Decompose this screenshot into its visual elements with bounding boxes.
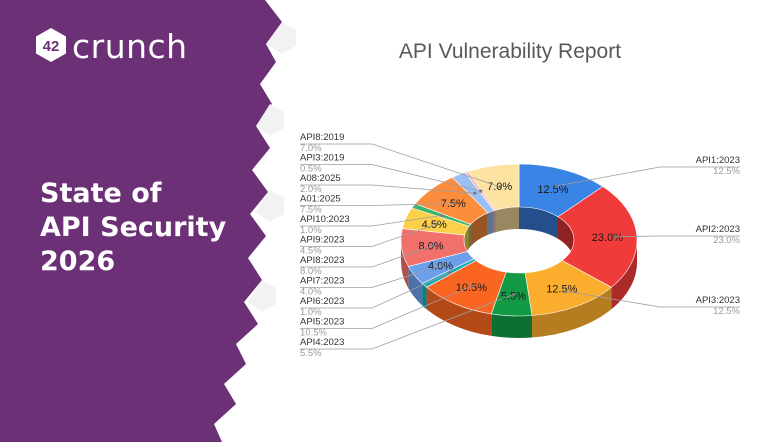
leader-series-label: API6:2023 <box>300 296 344 307</box>
leader-dot <box>479 189 483 193</box>
leader-dot <box>448 270 452 275</box>
leader-series-label: API9:2023 <box>300 235 344 246</box>
slice-inner-API10:2023 <box>469 224 471 249</box>
leader-dot <box>440 213 444 218</box>
leader-dot <box>554 184 558 188</box>
leader-percent-label: 1.0% <box>300 225 322 236</box>
leader-line <box>300 223 437 247</box>
leader-percent-label: 23.0% <box>713 235 740 246</box>
leader-line <box>300 215 442 227</box>
slice-value-label: 5.5% <box>501 290 526 302</box>
purple-hex-panel <box>0 0 282 442</box>
leader-series-label: API8:2023 <box>300 255 344 266</box>
leader-line <box>300 143 501 188</box>
leader-dot <box>470 284 474 288</box>
slice-inner-A01:2025 <box>470 212 488 247</box>
logo-mark: 42 <box>43 38 60 55</box>
leader-line <box>300 245 434 268</box>
leader-dot <box>613 235 618 239</box>
slice-inner-API1:2023 <box>519 207 558 239</box>
slice-value-label: 4.0% <box>428 261 453 273</box>
leader-series-label: API10:2023 <box>300 214 350 225</box>
slice-API2:2023 <box>557 186 638 288</box>
leader-series-label: API4:2023 <box>300 337 344 348</box>
logo-hexagon-icon: 42 <box>36 28 66 62</box>
leader-percent-label: 4.0% <box>300 287 322 298</box>
headline-line-1: State of <box>40 178 162 209</box>
leader-percent-label: 2.0% <box>300 184 322 195</box>
leader-line <box>300 294 514 350</box>
leader-series-label: API5:2023 <box>300 317 344 328</box>
leader-dot <box>431 244 435 248</box>
leader-line <box>300 164 481 192</box>
leader-labels: API8:20197.0%API3:20190.5%A08:20252.0%A0… <box>300 132 741 359</box>
leader-percent-label: 4.5% <box>300 246 322 257</box>
leader-series-label: API2:2023 <box>696 224 740 235</box>
leader-line <box>300 272 450 309</box>
slice-side-API7:2023 <box>408 266 423 306</box>
leader-percent-label: 8.0% <box>300 266 322 277</box>
leader-series-label: API3:2023 <box>696 295 740 306</box>
donut-hole-walls <box>463 207 574 262</box>
donut-top-faces <box>400 163 638 317</box>
slice-value-label: 12.5% <box>546 284 577 296</box>
leader-percent-label: 7.5% <box>300 205 322 216</box>
leader-dot <box>498 185 502 189</box>
slice-value-label: 10.5% <box>456 282 487 294</box>
chart-title: API Vulnerability Report <box>398 40 622 63</box>
leader-percent-label: 1.0% <box>300 307 322 318</box>
slice-side-API4:2023 <box>491 313 532 338</box>
leader-percent-label: 10.5% <box>300 328 327 339</box>
leader-percent-label: 5.5% <box>300 348 322 359</box>
leader-line <box>300 285 473 329</box>
leader-line <box>300 203 455 206</box>
leader-dot <box>453 201 457 206</box>
slice-inner-API3:2019 <box>493 210 496 233</box>
headline-line-3: 2026 <box>40 246 116 277</box>
slice-API8:2019 <box>468 163 520 211</box>
leader-line <box>300 184 475 194</box>
leader-dot <box>564 289 568 293</box>
slice-side-API6:2023 <box>422 283 427 310</box>
leader-percent-label: 7.0% <box>300 143 322 154</box>
leader-dot <box>473 191 477 195</box>
leader-dot <box>440 263 444 267</box>
slice-value-label: 12.5% <box>537 184 568 196</box>
leader-series-label: API3:2019 <box>300 153 344 164</box>
slice-side-API5:2023 <box>426 287 492 336</box>
leader-line <box>556 166 740 187</box>
leader-line <box>300 264 443 288</box>
slice-inner-A08:2025 <box>487 210 494 235</box>
leader-percent-label: 0.5% <box>300 164 322 175</box>
logo-text: crunch <box>72 27 188 66</box>
leader-dot <box>434 222 438 226</box>
slice-inner-API8:2019 <box>495 207 519 233</box>
leader-series-label: A08:2025 <box>300 173 341 184</box>
leader-line <box>615 235 740 238</box>
leader-series-label: API8:2019 <box>300 132 344 143</box>
slice-value-label: 23.0% <box>592 232 623 244</box>
slice-side-API3:2023 <box>532 287 612 338</box>
headline-line-2: API Security <box>40 212 227 243</box>
leader-series-label: API1:2023 <box>696 155 740 166</box>
leader-percent-label: 12.5% <box>713 166 740 177</box>
headline: State of API Security 2026 <box>40 177 226 279</box>
leader-dot <box>511 292 516 296</box>
leader-series-label: A01:2025 <box>300 194 341 205</box>
leader-percent-label: 12.5% <box>713 306 740 317</box>
leader-line <box>565 290 740 308</box>
leader-series-label: API7:2023 <box>300 276 344 287</box>
slice-value-label: 8.0% <box>418 241 443 253</box>
